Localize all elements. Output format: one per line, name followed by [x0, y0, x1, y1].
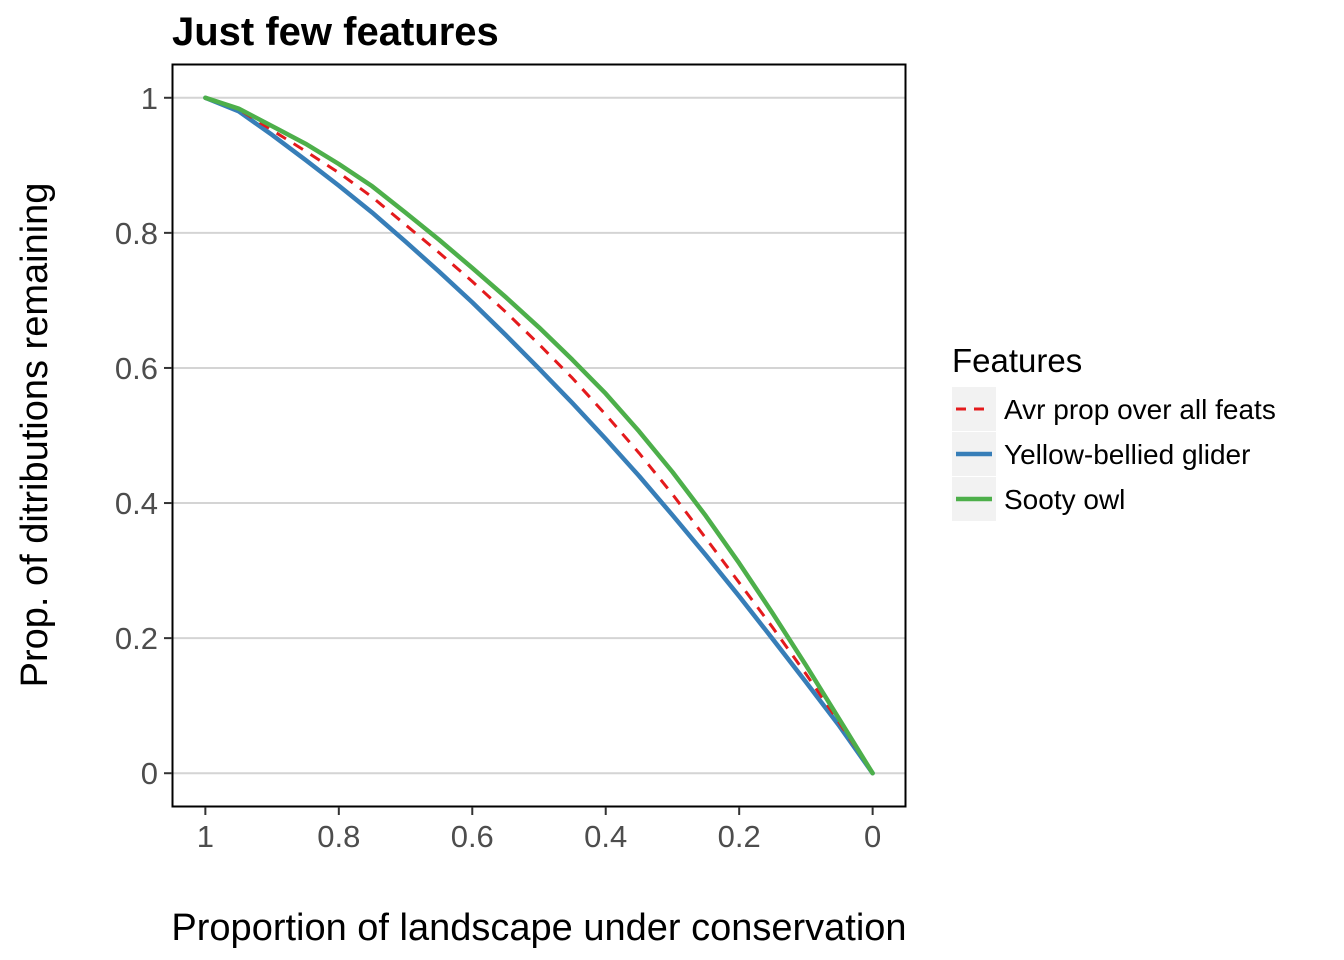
x-tick-label-4: 0.2 — [718, 819, 761, 854]
legend-label-sooty-owl: Sooty owl — [1004, 484, 1125, 515]
legend-items: Avr prop over all feats Yellow-bellied gl… — [952, 387, 1276, 521]
series-line-sooty-owl — [203, 95, 875, 776]
x-tick-label-1: 0.8 — [317, 819, 360, 854]
series-layer — [203, 95, 875, 776]
y-tick-label-2: 0.4 — [115, 486, 158, 521]
plot-panel-border — [171, 63, 907, 808]
legend-title: Features — [952, 342, 1082, 379]
x-tick-label-5: 0 — [864, 819, 881, 854]
series-line-yellow-bellied-glider — [203, 95, 875, 776]
y-tick-label-4: 0.8 — [115, 216, 158, 251]
legend: Features Avr prop over all feats Yellow-b… — [952, 342, 1276, 521]
y-tick-label-3: 0.6 — [115, 351, 158, 386]
legend-label-avr-prop-over-all-feats: Avr prop over all feats — [1004, 394, 1276, 425]
y-axis-title: Prop. of ditributions remaining — [14, 183, 56, 688]
y-axis: 0 0.2 0.4 0.6 0.8 1 — [115, 81, 172, 791]
y-tick-label-5: 1 — [141, 81, 158, 116]
x-tick-label-0: 1 — [197, 819, 214, 854]
gridlines — [172, 96, 906, 775]
legend-label-yellow-bellied-glider: Yellow-bellied glider — [1004, 439, 1250, 470]
series-line-avr-prop-over-all-feats — [204, 96, 874, 775]
chart-title: Just few features — [172, 10, 499, 54]
x-axis: 1 0.8 0.6 0.4 0.2 0 — [197, 807, 881, 854]
y-tick-label-0: 0 — [141, 756, 158, 791]
x-tick-label-3: 0.4 — [584, 819, 627, 854]
x-tick-label-2: 0.6 — [451, 819, 494, 854]
x-axis-title: Proportion of landscape under conservati… — [171, 907, 906, 949]
y-tick-label-1: 0.2 — [115, 621, 158, 656]
